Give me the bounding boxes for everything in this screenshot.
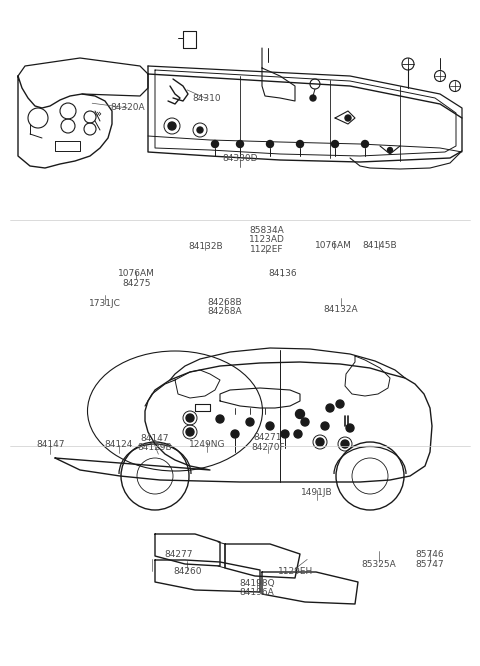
- Text: 84129B: 84129B: [137, 443, 172, 452]
- Text: 84132A: 84132A: [324, 304, 358, 314]
- Circle shape: [345, 115, 351, 121]
- Circle shape: [266, 422, 274, 430]
- Text: 84136: 84136: [268, 268, 297, 278]
- Text: 84124: 84124: [105, 440, 133, 450]
- Text: 1123AD: 1123AD: [249, 235, 284, 244]
- Circle shape: [361, 141, 369, 147]
- Text: 84275: 84275: [122, 278, 151, 288]
- Circle shape: [316, 438, 324, 446]
- Circle shape: [346, 424, 354, 432]
- Text: 1129EH: 1129EH: [277, 567, 313, 576]
- Circle shape: [310, 95, 316, 101]
- Text: 84260: 84260: [173, 567, 202, 576]
- Text: 85834A: 85834A: [249, 226, 284, 235]
- Circle shape: [237, 141, 243, 147]
- Circle shape: [297, 141, 303, 147]
- Text: 84268A: 84268A: [207, 307, 242, 316]
- Text: 1249NG: 1249NG: [189, 440, 226, 450]
- Text: 84277: 84277: [164, 549, 193, 559]
- Circle shape: [332, 141, 338, 147]
- Circle shape: [231, 430, 239, 438]
- Text: 84145B: 84145B: [362, 240, 396, 250]
- Circle shape: [336, 400, 344, 408]
- Circle shape: [296, 410, 304, 418]
- Text: 1731JC: 1731JC: [89, 299, 120, 308]
- Text: 84132B: 84132B: [188, 242, 223, 251]
- Text: 84147: 84147: [36, 440, 65, 450]
- Text: 84270F: 84270F: [251, 443, 285, 452]
- Text: 84268B: 84268B: [207, 298, 242, 307]
- Text: 84198Q: 84198Q: [239, 579, 275, 588]
- Circle shape: [186, 414, 194, 422]
- Text: 85747: 85747: [415, 560, 444, 569]
- Circle shape: [341, 440, 349, 448]
- Circle shape: [216, 415, 224, 423]
- Text: 1491JB: 1491JB: [301, 488, 333, 498]
- Circle shape: [387, 147, 393, 153]
- Circle shape: [212, 141, 218, 147]
- Text: 1076AM: 1076AM: [118, 269, 155, 278]
- Circle shape: [168, 122, 176, 130]
- Text: 85746: 85746: [415, 550, 444, 559]
- Text: 84147: 84147: [140, 434, 169, 443]
- Text: 1076AM: 1076AM: [315, 240, 352, 250]
- Text: 85325A: 85325A: [362, 560, 396, 569]
- Circle shape: [294, 430, 302, 438]
- Text: 84196A: 84196A: [240, 588, 274, 597]
- Circle shape: [301, 418, 309, 426]
- Text: 84310: 84310: [192, 94, 221, 103]
- Text: 84320A: 84320A: [110, 103, 144, 113]
- Circle shape: [197, 127, 203, 133]
- Circle shape: [186, 428, 194, 436]
- Circle shape: [326, 404, 334, 412]
- Text: »: »: [95, 109, 101, 119]
- Circle shape: [246, 418, 254, 426]
- Circle shape: [266, 141, 274, 147]
- Circle shape: [281, 430, 289, 438]
- Text: 84330D: 84330D: [222, 154, 258, 163]
- Circle shape: [321, 422, 329, 430]
- Text: 84271: 84271: [253, 433, 282, 442]
- Text: 1122EF: 1122EF: [250, 244, 283, 254]
